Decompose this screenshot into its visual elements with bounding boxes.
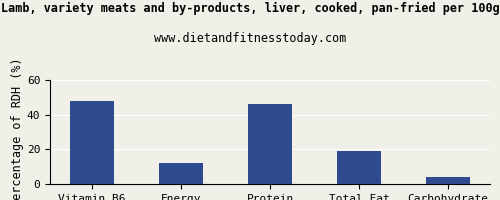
- Bar: [336, 151, 381, 184]
- Bar: [426, 177, 470, 184]
- Bar: [248, 104, 292, 184]
- Bar: [159, 163, 204, 184]
- Text: www.dietandfitnesstoday.com: www.dietandfitnesstoday.com: [154, 32, 346, 45]
- Text: Lamb, variety meats and by-products, liver, cooked, pan-fried per 100g: Lamb, variety meats and by-products, liv…: [0, 2, 500, 15]
- Y-axis label: Percentage of RDH (%): Percentage of RDH (%): [11, 57, 24, 200]
- Bar: [70, 101, 114, 184]
